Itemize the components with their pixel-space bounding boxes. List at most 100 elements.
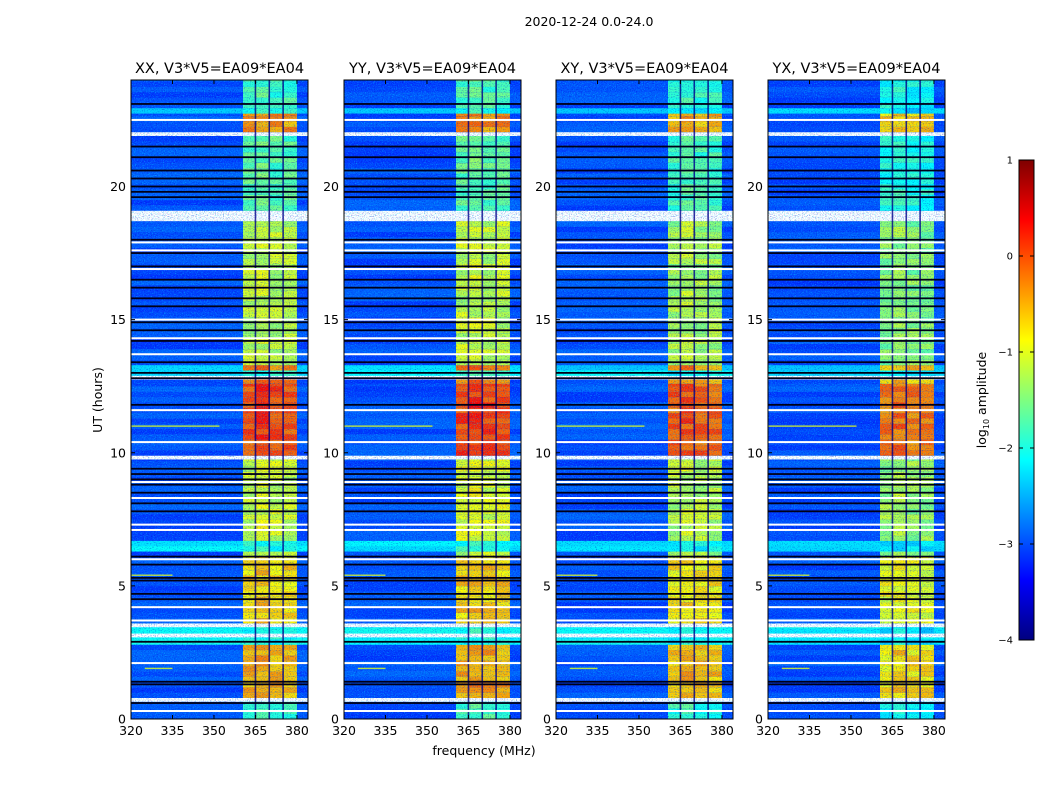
flagged-row	[131, 497, 308, 500]
x-tick-label: 335	[798, 723, 822, 738]
low-amplitude-row	[344, 483, 521, 486]
flagged-row	[131, 441, 308, 444]
narrowband-rfi-line	[556, 574, 598, 576]
low-amplitude-row	[131, 145, 308, 148]
channel-gap	[919, 80, 921, 719]
low-amplitude-row	[344, 297, 521, 300]
x-tick-label: 365	[881, 723, 905, 738]
panel-title: YY, V3*V5=EA09*EA04	[348, 61, 516, 77]
low-amplitude-row	[768, 340, 945, 342]
y-tick-label: 10	[747, 445, 763, 460]
flagged-row	[556, 337, 733, 340]
low-amplitude-row	[768, 680, 945, 683]
low-amplitude-row	[131, 190, 308, 193]
low-amplitude-row	[344, 177, 521, 180]
x-tick-label: 350	[202, 723, 226, 738]
low-amplitude-row	[556, 196, 733, 199]
low-amplitude-row	[768, 483, 945, 486]
low-amplitude-row	[768, 190, 945, 193]
channel-gap	[254, 80, 257, 719]
flagged-row	[344, 249, 521, 252]
low-amplitude-row	[768, 286, 945, 289]
low-amplitude-row	[768, 321, 945, 324]
low-amplitude-row	[768, 177, 945, 180]
y-tick-label: 0	[755, 712, 763, 727]
channel-gap	[707, 80, 709, 719]
x-tick-label: 350	[627, 723, 651, 738]
x-tick-label: 365	[457, 723, 481, 738]
low-amplitude-row	[768, 371, 945, 374]
low-amplitude-row	[768, 169, 945, 172]
heatmap-cells	[556, 80, 733, 719]
low-amplitude-row	[556, 286, 733, 289]
low-amplitude-row	[344, 403, 521, 406]
low-amplitude-row	[768, 329, 945, 332]
low-amplitude-row	[768, 185, 945, 188]
low-amplitude-row	[768, 403, 945, 406]
channel-gap	[282, 80, 284, 719]
low-amplitude-row	[131, 297, 308, 300]
flagged-row	[768, 409, 945, 412]
flagged-row	[344, 318, 521, 321]
flagged-row	[556, 606, 733, 609]
low-amplitude-row	[131, 321, 308, 324]
panel-title: YX, V3*V5=EA09*EA04	[771, 61, 940, 77]
y-tick-label: 5	[543, 578, 551, 593]
low-amplitude-row	[131, 305, 308, 308]
low-amplitude-row	[556, 297, 733, 300]
channel-gap	[905, 80, 908, 719]
low-amplitude-row	[768, 305, 945, 308]
flagged-row	[556, 441, 733, 444]
x-tick-label: 335	[586, 723, 610, 738]
channel-gap	[467, 80, 470, 719]
low-amplitude-row	[131, 579, 308, 582]
low-amplitude-row	[131, 502, 308, 505]
x-tick-label: 320	[332, 723, 356, 738]
flagged-row	[768, 353, 945, 356]
low-amplitude-row	[344, 265, 521, 268]
low-amplitude-row	[768, 598, 945, 601]
flagged-row	[344, 558, 521, 561]
flagged-row	[131, 606, 308, 609]
flagged-row	[768, 481, 945, 484]
low-amplitude-row	[344, 286, 521, 289]
heatmap-cells	[768, 80, 945, 719]
low-amplitude-row	[556, 340, 733, 342]
colorbar-tick-label: −3	[998, 540, 1013, 551]
x-tick-label: 380	[922, 723, 946, 738]
noise-speckle	[344, 80, 521, 719]
panel-3: YX, V3*V5=EA09*EA04 320 335 350 365 380 0 5 10 15…	[747, 61, 946, 738]
flagged-row	[131, 558, 308, 561]
flagged-row	[344, 118, 521, 121]
low-amplitude-row	[768, 510, 945, 513]
flagged-row	[768, 619, 945, 622]
low-amplitude-row	[131, 680, 308, 683]
low-amplitude-row	[556, 265, 733, 268]
low-amplitude-row	[131, 592, 308, 595]
flagged-row	[344, 241, 521, 244]
flagged-row	[131, 118, 308, 121]
panels: XX, V3*V5=EA09*EA04 320 335 350 365 380 0 5 10 15…	[110, 61, 946, 738]
low-amplitude-row	[131, 467, 308, 470]
flagged-row	[131, 318, 308, 321]
low-amplitude-row	[344, 510, 521, 513]
low-amplitude-row	[131, 103, 308, 105]
y-tick-label: 10	[110, 445, 126, 460]
flagged-row	[344, 353, 521, 356]
flagged-row	[344, 337, 521, 340]
flagged-row	[556, 528, 733, 531]
narrowband-rfi-line	[344, 425, 433, 427]
flagged-row	[131, 353, 308, 356]
flagged-row	[344, 710, 521, 713]
low-amplitude-row	[344, 702, 521, 704]
low-amplitude-row	[344, 145, 521, 148]
low-amplitude-row	[556, 467, 733, 470]
x-tick-label: 365	[244, 723, 268, 738]
low-amplitude-row	[556, 321, 733, 324]
noise-speckle	[556, 80, 733, 719]
flagged-row	[131, 481, 308, 484]
low-amplitude-row	[344, 103, 521, 105]
low-amplitude-row	[131, 491, 308, 494]
flagged-row	[131, 241, 308, 244]
